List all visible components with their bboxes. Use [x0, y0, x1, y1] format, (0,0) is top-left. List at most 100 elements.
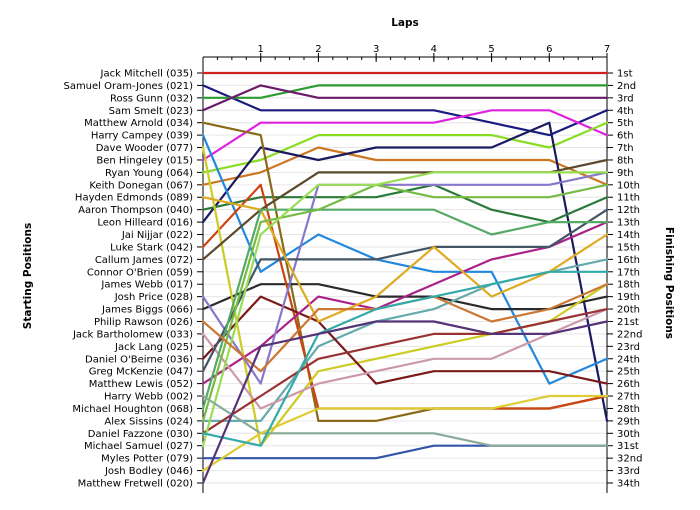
series-line — [201, 171, 609, 447]
series-line — [201, 208, 609, 373]
series-line — [201, 308, 609, 435]
starting-position-label: Leon Hilleard (016) — [97, 218, 193, 229]
finishing-position-label: 6th — [617, 131, 634, 142]
series-line — [201, 308, 609, 410]
series-line — [201, 270, 609, 447]
starting-position-label: Philip Rawson (026) — [94, 317, 193, 328]
starting-position-label: James Webb (017) — [100, 280, 193, 291]
starting-position-label: Callum James (072) — [95, 255, 193, 266]
finishing-position-label: 5th — [617, 118, 634, 129]
series-line — [201, 84, 609, 137]
starting-position-label: Matthew Arnold (034) — [84, 118, 193, 129]
finishing-position-label: 4th — [617, 106, 634, 117]
series-line — [201, 394, 609, 447]
starting-position-label: Michael Samuel (027) — [84, 441, 193, 452]
series-line — [201, 196, 609, 323]
starting-position-label: Ross Gunn (032) — [110, 93, 193, 104]
finishing-position-label: 3rd — [617, 93, 634, 104]
x-tick-label: 3 — [373, 44, 379, 55]
starting-position-label: Ben Hingeley (015) — [96, 155, 193, 166]
starting-position-label: Daniel O'Beirne (036) — [85, 354, 193, 365]
starting-position-label: Daniel Fazzone (030) — [88, 429, 193, 440]
starting-position-label: Hayden Edmonds (089) — [75, 193, 193, 204]
finishing-position-label: 21st — [617, 317, 639, 328]
finishing-position-label: 26th — [617, 379, 640, 390]
starting-position-label: James Biggs (066) — [101, 305, 193, 316]
starting-position-label: Alex Sissins (024) — [104, 416, 193, 427]
series-line — [201, 320, 609, 485]
x-tick-label: 5 — [488, 44, 494, 55]
finishing-position-label: 11th — [617, 193, 640, 204]
finishing-position-label: 8th — [617, 155, 634, 166]
finishing-position-label: 14th — [617, 230, 640, 241]
starting-position-label: Harry Campey (039) — [91, 131, 193, 142]
starting-position-label: Myles Potter (079) — [101, 454, 193, 465]
starting-position-label: Samuel Oram-Jones (021) — [63, 81, 193, 92]
finishing-position-label: 15th — [617, 242, 640, 253]
finishing-position-label: 10th — [617, 180, 640, 191]
x-tick-label: 2 — [315, 44, 321, 55]
starting-position-label: Keith Donegan (067) — [89, 180, 193, 191]
series-line — [201, 121, 609, 174]
starting-position-label: Dave Wooder (077) — [96, 143, 193, 154]
starting-position-label: Connor O'Brien (059) — [87, 267, 193, 278]
finishing-position-label: 22nd — [617, 329, 642, 340]
y-axis-left-title: Starting Positions — [22, 223, 34, 329]
finishing-position-label: 13th — [617, 218, 640, 229]
series-line — [201, 121, 609, 422]
starting-position-label: Aaron Thompson (040) — [78, 205, 193, 216]
starting-position-label: Josh Price (028) — [114, 292, 193, 303]
x-tick-label: 1 — [258, 44, 264, 55]
finishing-position-label: 33rd — [617, 466, 640, 477]
series-line — [201, 109, 609, 162]
series-line — [201, 221, 609, 385]
x-tick-label: 6 — [546, 44, 552, 55]
finishing-position-label: 34th — [617, 479, 640, 490]
starting-position-label: Jack Lang (025) — [114, 342, 193, 353]
finishing-position-label: 18th — [617, 280, 640, 291]
finishing-position-label: 7th — [617, 143, 634, 154]
x-tick-label: 4 — [431, 44, 437, 55]
starting-position-label: Luke Stark (042) — [110, 242, 193, 253]
starting-position-label: Jack Mitchell (035) — [100, 69, 194, 80]
starting-position-label: Jai Nijjar (022) — [121, 230, 193, 241]
starting-position-label: Jack Bartholomew (033) — [72, 329, 193, 340]
starting-position-label: Sam Smelt (023) — [109, 106, 194, 117]
starting-position-label: Matthew Fretwell (020) — [78, 479, 193, 490]
finishing-position-label: 23rd — [617, 342, 640, 353]
finishing-position-label: 29th — [617, 416, 640, 427]
series-line — [201, 295, 609, 385]
x-axis-title: Laps — [391, 17, 419, 29]
finishing-position-label: 1st — [617, 69, 633, 80]
starting-position-label: Matthew Lewis (052) — [89, 379, 193, 390]
series-lines — [201, 71, 609, 485]
x-tick-label: 7 — [604, 44, 610, 55]
series-line — [201, 208, 609, 410]
finishing-position-label: 9th — [617, 168, 634, 179]
series-line — [201, 183, 609, 422]
series-line — [201, 146, 609, 186]
series-line — [201, 84, 609, 112]
finishing-position-label: 28th — [617, 404, 640, 415]
series-line — [201, 134, 609, 385]
finishing-position-label: 17th — [617, 267, 640, 278]
finishing-position-label: 2nd — [617, 81, 636, 92]
series-line — [201, 171, 609, 385]
starting-position-label: Harry Webb (002) — [104, 392, 193, 403]
axis-labels: 1 2 3 4 5 6 7 Jack Mitchell (035) 1st Samuel Oram… — [63, 44, 642, 490]
series-line — [201, 84, 609, 99]
starting-position-label: Michael Houghton (068) — [72, 404, 193, 415]
finishing-position-label: 20th — [617, 305, 640, 316]
finishing-position-label: 31st — [617, 441, 639, 452]
series-line — [201, 444, 609, 460]
starting-position-label: Greg McKenzie (047) — [89, 367, 193, 378]
starting-position-label: Ryan Young (064) — [105, 168, 193, 179]
finishing-position-label: 24th — [617, 354, 640, 365]
finishing-position-label: 16th — [617, 255, 640, 266]
finishing-position-label: 25th — [617, 367, 640, 378]
finishing-position-label: 30th — [617, 429, 640, 440]
finishing-position-label: 27th — [617, 392, 640, 403]
finishing-position-label: 12th — [617, 205, 640, 216]
finishing-position-label: 19th — [617, 292, 640, 303]
